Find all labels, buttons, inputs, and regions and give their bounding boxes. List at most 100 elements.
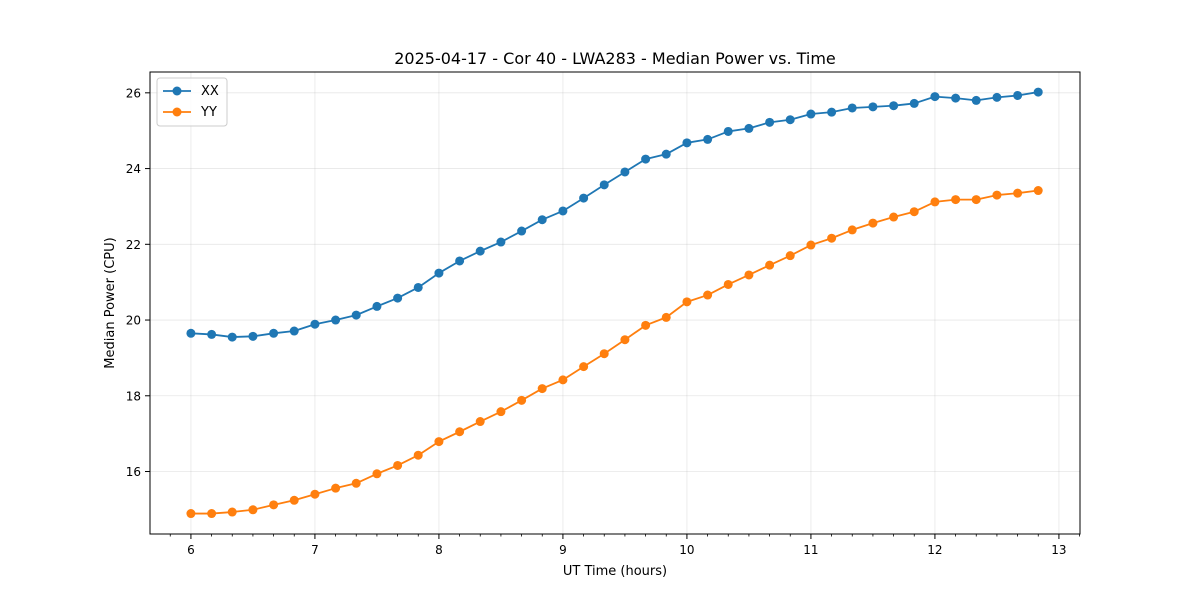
data-point-xx: [930, 92, 940, 102]
data-point-yy: [868, 218, 878, 228]
data-point-yy: [847, 225, 857, 235]
x-tick-label: 8: [435, 543, 443, 557]
data-point-xx: [413, 282, 423, 292]
x-tick-label: 12: [927, 543, 942, 557]
data-point-yy: [620, 335, 630, 345]
data-point-yy: [475, 417, 485, 427]
data-point-yy: [951, 195, 961, 205]
data-point-xx: [806, 109, 816, 119]
data-point-yy: [1033, 186, 1043, 196]
data-point-xx: [992, 92, 1002, 102]
data-point-yy: [207, 509, 217, 519]
data-point-yy: [599, 349, 609, 359]
data-point-xx: [434, 268, 444, 278]
data-point-yy: [703, 290, 713, 300]
data-point-xx: [1033, 87, 1043, 97]
chart-title: 2025-04-17 - Cor 40 - LWA283 - Median Po…: [394, 49, 836, 68]
data-point-xx: [1013, 90, 1023, 100]
legend-label-yy: YY: [200, 105, 217, 120]
x-tick-label: 9: [559, 543, 567, 557]
data-point-yy: [744, 270, 754, 280]
y-tick-label: 20: [126, 314, 141, 328]
data-point-xx: [186, 328, 196, 338]
data-point-xx: [372, 301, 382, 311]
data-point-yy: [351, 478, 361, 488]
x-tick-label: 13: [1051, 543, 1066, 557]
data-point-xx: [599, 180, 609, 190]
data-point-yy: [434, 437, 444, 447]
data-point-yy: [641, 320, 651, 330]
grid-lines: [150, 72, 1080, 534]
data-point-yy: [393, 460, 403, 470]
data-point-yy: [579, 362, 589, 372]
data-point-yy: [930, 197, 940, 207]
data-point-yy: [517, 395, 527, 405]
data-point-xx: [765, 117, 775, 127]
data-point-xx: [744, 123, 754, 133]
data-point-yy: [455, 427, 465, 437]
data-point-yy: [806, 240, 816, 250]
data-point-xx: [785, 115, 795, 125]
data-point-xx: [331, 315, 341, 325]
data-point-yy: [682, 297, 692, 307]
data-point-xx: [889, 101, 899, 111]
data-point-yy: [372, 469, 382, 479]
data-point-xx: [393, 293, 403, 303]
data-point-yy: [558, 375, 568, 385]
data-point-yy: [992, 190, 1002, 200]
data-point-xx: [723, 126, 733, 136]
data-point-yy: [723, 279, 733, 289]
data-point-xx: [951, 93, 961, 103]
x-tick-label: 10: [679, 543, 694, 557]
data-point-yy: [537, 384, 547, 394]
data-point-yy: [413, 450, 423, 460]
y-axis-label: Median Power (CPU): [103, 237, 118, 368]
x-tick-label: 6: [187, 543, 195, 557]
x-tick-label: 7: [311, 543, 319, 557]
data-point-xx: [248, 331, 258, 341]
data-point-xx: [227, 332, 237, 342]
data-point-yy: [909, 207, 919, 217]
data-point-xx: [351, 310, 361, 320]
data-point-yy: [827, 233, 837, 243]
data-point-yy: [227, 507, 237, 517]
y-tick-label: 16: [126, 465, 141, 479]
data-point-xx: [703, 134, 713, 144]
data-point-xx: [558, 206, 568, 216]
axis-ticks: 6 7 8 9 10 11 12 13 16 18 20 22 24 26: [126, 86, 1080, 557]
x-tick-label: 11: [803, 543, 818, 557]
legend: XX YY: [156, 77, 228, 127]
legend-label-xx: XX: [201, 84, 219, 99]
data-point-xx: [207, 329, 217, 339]
data-point-yy: [785, 251, 795, 261]
data-point-yy: [248, 505, 258, 515]
data-point-xx: [310, 319, 320, 329]
legend-marker-yy: [172, 107, 182, 117]
data-point-yy: [310, 489, 320, 499]
data-point-yy: [186, 509, 196, 519]
data-point-xx: [620, 167, 630, 177]
y-tick-label: 22: [126, 238, 141, 252]
data-point-xx: [537, 215, 547, 225]
y-tick-label: 18: [126, 389, 141, 403]
data-point-yy: [1013, 188, 1023, 198]
data-point-xx: [579, 193, 589, 203]
data-point-yy: [765, 260, 775, 270]
data-point-xx: [269, 328, 279, 338]
data-point-yy: [289, 495, 299, 505]
data-point-xx: [475, 246, 485, 256]
plot-frame: [149, 71, 1081, 535]
data-point-xx: [496, 237, 506, 247]
data-point-xx: [682, 138, 692, 148]
data-point-yy: [889, 212, 899, 222]
data-point-yy: [971, 195, 981, 205]
data-point-xx: [868, 102, 878, 112]
y-tick-label: 26: [126, 86, 141, 100]
data-point-xx: [909, 98, 919, 108]
data-series: [186, 87, 1043, 519]
data-point-xx: [641, 154, 651, 164]
data-point-xx: [517, 226, 527, 236]
data-point-xx: [971, 95, 981, 105]
